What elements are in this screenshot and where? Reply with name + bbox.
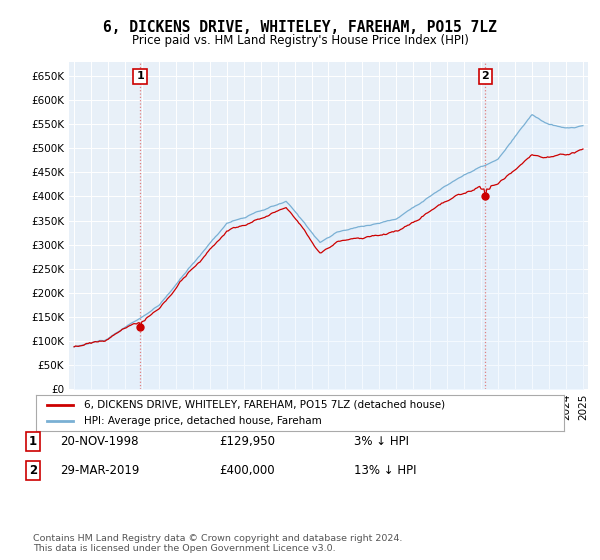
Text: £129,950: £129,950: [219, 435, 275, 448]
Text: Price paid vs. HM Land Registry's House Price Index (HPI): Price paid vs. HM Land Registry's House …: [131, 34, 469, 46]
Text: 1: 1: [29, 435, 37, 448]
Text: 2: 2: [29, 464, 37, 477]
Text: 29-MAR-2019: 29-MAR-2019: [60, 464, 139, 477]
Text: 13% ↓ HPI: 13% ↓ HPI: [354, 464, 416, 477]
Text: 2: 2: [481, 72, 489, 81]
Text: 20-NOV-1998: 20-NOV-1998: [60, 435, 139, 448]
Text: HPI: Average price, detached house, Fareham: HPI: Average price, detached house, Fare…: [83, 416, 321, 426]
Text: Contains HM Land Registry data © Crown copyright and database right 2024.
This d: Contains HM Land Registry data © Crown c…: [33, 534, 403, 553]
Text: 6, DICKENS DRIVE, WHITELEY, FAREHAM, PO15 7LZ: 6, DICKENS DRIVE, WHITELEY, FAREHAM, PO1…: [103, 20, 497, 35]
Text: 6, DICKENS DRIVE, WHITELEY, FAREHAM, PO15 7LZ (detached house): 6, DICKENS DRIVE, WHITELEY, FAREHAM, PO1…: [83, 400, 445, 410]
Text: 1: 1: [136, 72, 144, 81]
Text: £400,000: £400,000: [219, 464, 275, 477]
Text: 3% ↓ HPI: 3% ↓ HPI: [354, 435, 409, 448]
